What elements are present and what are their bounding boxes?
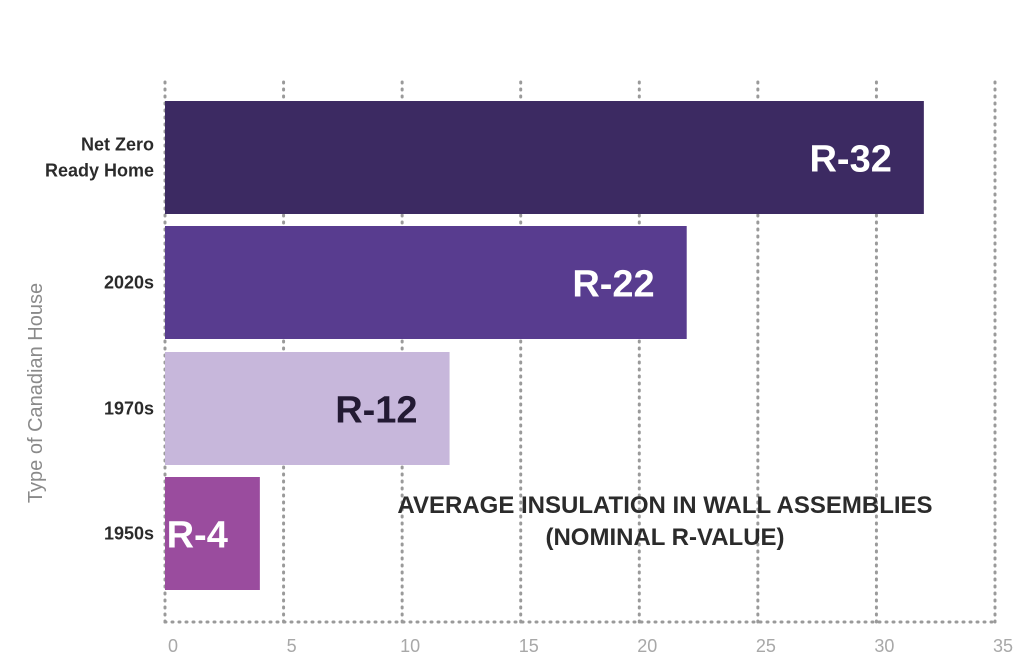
chart-subtitle: (NOMINAL R-VALUE) (545, 524, 784, 551)
bar-data-label: R-12 (335, 390, 417, 432)
labels: 0 5 10 15 20 25 30 35 R-32 Net Zero Ready Home R-22… (45, 135, 1013, 657)
x-tick-label: 5 (287, 636, 297, 656)
category-label: Ready Home (45, 161, 154, 181)
bar (165, 101, 924, 214)
x-tick-label: 10 (400, 636, 420, 656)
x-tick-label: 20 (637, 636, 657, 656)
x-tick-label: 15 (519, 636, 539, 656)
x-tick-label: 0 (168, 636, 178, 656)
chart-title: AVERAGE INSULATION IN WALL ASSEMBLIES (397, 492, 932, 519)
bars (165, 101, 924, 590)
x-tick-label: 35 (993, 636, 1013, 656)
bar (165, 226, 687, 339)
bar-data-label: R-4 (167, 515, 228, 557)
category-label: Net Zero (81, 135, 154, 155)
category-label: 2020s (104, 273, 154, 293)
category-label: 1950s (104, 524, 154, 544)
x-tick-label: 30 (874, 636, 894, 656)
bar (165, 352, 450, 465)
bar (165, 477, 260, 590)
category-label: 1970s (104, 399, 154, 419)
bar-data-label: R-32 (809, 139, 891, 181)
bar-data-label: R-22 (572, 264, 654, 306)
y-axis-title: Type of Canadian House (25, 283, 47, 503)
x-tick-label: 25 (756, 636, 776, 656)
